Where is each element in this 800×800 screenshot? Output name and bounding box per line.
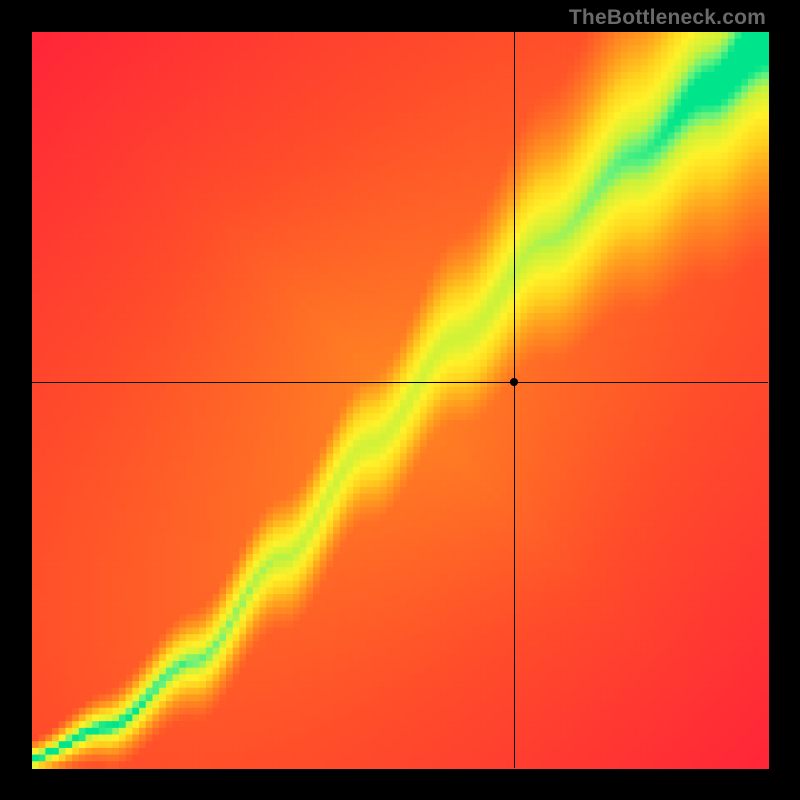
heatmap-canvas	[0, 0, 800, 800]
watermark-label: TheBottleneck.com	[569, 6, 766, 30]
crosshair-vertical	[514, 32, 515, 768]
crosshair-horizontal	[32, 382, 768, 383]
bottleneck-heatmap: TheBottleneck.com	[0, 0, 800, 800]
marker-dot	[510, 378, 518, 386]
